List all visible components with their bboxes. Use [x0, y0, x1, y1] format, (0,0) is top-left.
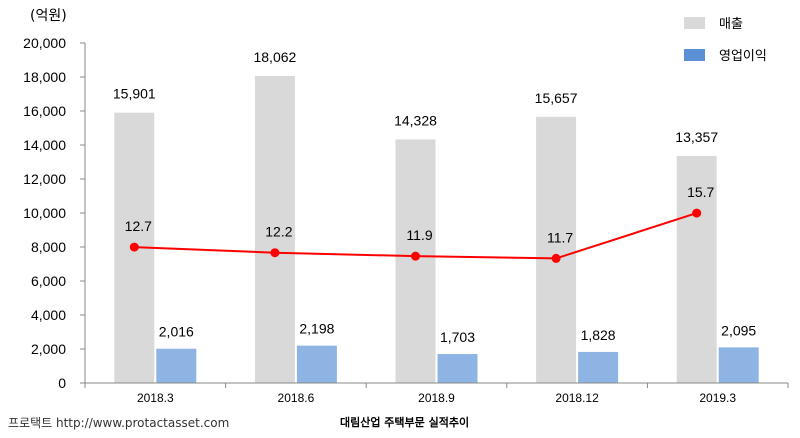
source-text: 프로택트 http://www.protactasset.com: [8, 416, 230, 430]
data-label-sales: 13,357: [675, 129, 718, 145]
y-tick-label: 4,000: [31, 307, 66, 323]
bar-operating-profit: [718, 347, 759, 383]
data-label-operating-profit: 1,828: [581, 327, 616, 343]
y-tick-label: 0: [58, 375, 66, 391]
data-labels: 15,901 18,062 14,328 15,657 13,357 2,016 2,198…: [113, 49, 757, 345]
data-label-line: 12.2: [265, 224, 292, 240]
bar-sales: [676, 155, 717, 383]
legend-swatch-sales: [684, 17, 705, 29]
data-label-sales: 18,062: [253, 49, 296, 65]
legend-label-operating-profit: 영업이익: [719, 49, 767, 64]
data-label-operating-profit: 1,703: [440, 329, 475, 345]
data-label-line: 11.7: [547, 229, 573, 245]
bar-sales: [536, 116, 577, 384]
x-tick-label: 2018.9: [418, 391, 455, 405]
y-tick-label: 12,000: [23, 171, 66, 187]
data-label-sales: 15,901: [113, 86, 156, 102]
data-label-operating-profit: 2,016: [159, 324, 194, 340]
legend-swatch-operating-profit: [684, 49, 705, 61]
y-tick-label: 2,000: [31, 341, 66, 357]
data-label-operating-profit: 2,198: [299, 321, 334, 337]
x-tick-label: 2018.3: [137, 391, 174, 405]
y-axis-unit-label: (억원): [30, 8, 67, 24]
data-label-line: 15.7: [687, 184, 714, 200]
y-tick-label: 18,000: [23, 69, 66, 85]
legend: 매출 영업이익: [684, 17, 767, 64]
line-point: [692, 208, 702, 218]
y-tick-label: 8,000: [31, 239, 66, 255]
y-tick-label: 20,000: [23, 35, 66, 51]
x-tick-label: 2019.3: [699, 391, 736, 405]
line-point: [129, 242, 139, 252]
data-label-sales: 15,657: [535, 90, 578, 106]
line-point: [270, 248, 280, 258]
bar-operating-profit: [437, 354, 478, 383]
data-label-operating-profit: 2,095: [721, 322, 756, 338]
x-axis: 2018.3 2018.6 2018.9 2018.12 2019.3: [84, 382, 789, 405]
y-tick-label: 16,000: [23, 103, 66, 119]
legend-label-sales: 매출: [719, 17, 743, 32]
data-label-line: 11.9: [406, 227, 432, 243]
line-point: [551, 253, 561, 263]
bar-sales: [395, 139, 436, 383]
x-tick-label: 2018.12: [555, 391, 599, 405]
bar-sales: [254, 75, 295, 384]
y-tick-label: 6,000: [31, 273, 66, 289]
y-tick-label: 14,000: [23, 137, 66, 153]
chart-caption: 대림산업 주택부문 실적추이: [340, 416, 470, 429]
bar-operating-profit: [296, 345, 337, 383]
margin-line: [129, 208, 702, 263]
data-label-line: 12.7: [125, 218, 152, 234]
data-label-sales: 14,328: [394, 112, 437, 128]
line-point: [411, 251, 420, 261]
x-tick-label: 2018.6: [278, 391, 315, 405]
y-axis: 0 2,000 4,000 6,000 8,000 10,000 12,000 14,000 1…: [23, 35, 86, 391]
bar-operating-profit: [578, 351, 619, 383]
y-tick-label: 10,000: [23, 205, 66, 221]
bar-operating-profit: [156, 348, 197, 383]
